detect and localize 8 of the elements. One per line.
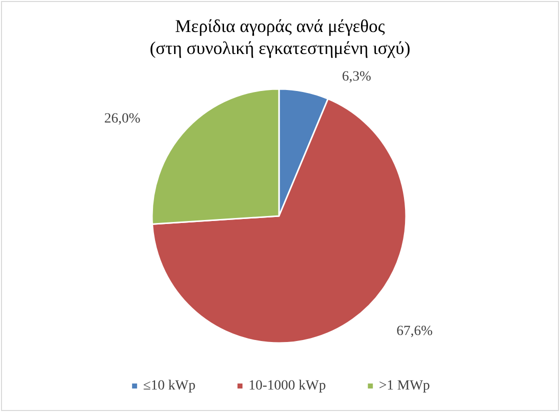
data-label: 67,6% [396, 324, 433, 340]
data-label: 26,0% [104, 111, 141, 126]
data-label: 6,3% [342, 69, 372, 84]
legend-label: ≤10 kWp [143, 378, 196, 394]
legend-label: 10-1000 kWp [248, 378, 326, 394]
chart-title: Μερίδια αγοράς ανά μέγεθος [175, 16, 385, 36]
chart-subtitle: (στη συνολική εγκατεστημένη ισχύ) [150, 38, 410, 58]
legend-label: >1 MWp [378, 378, 430, 394]
